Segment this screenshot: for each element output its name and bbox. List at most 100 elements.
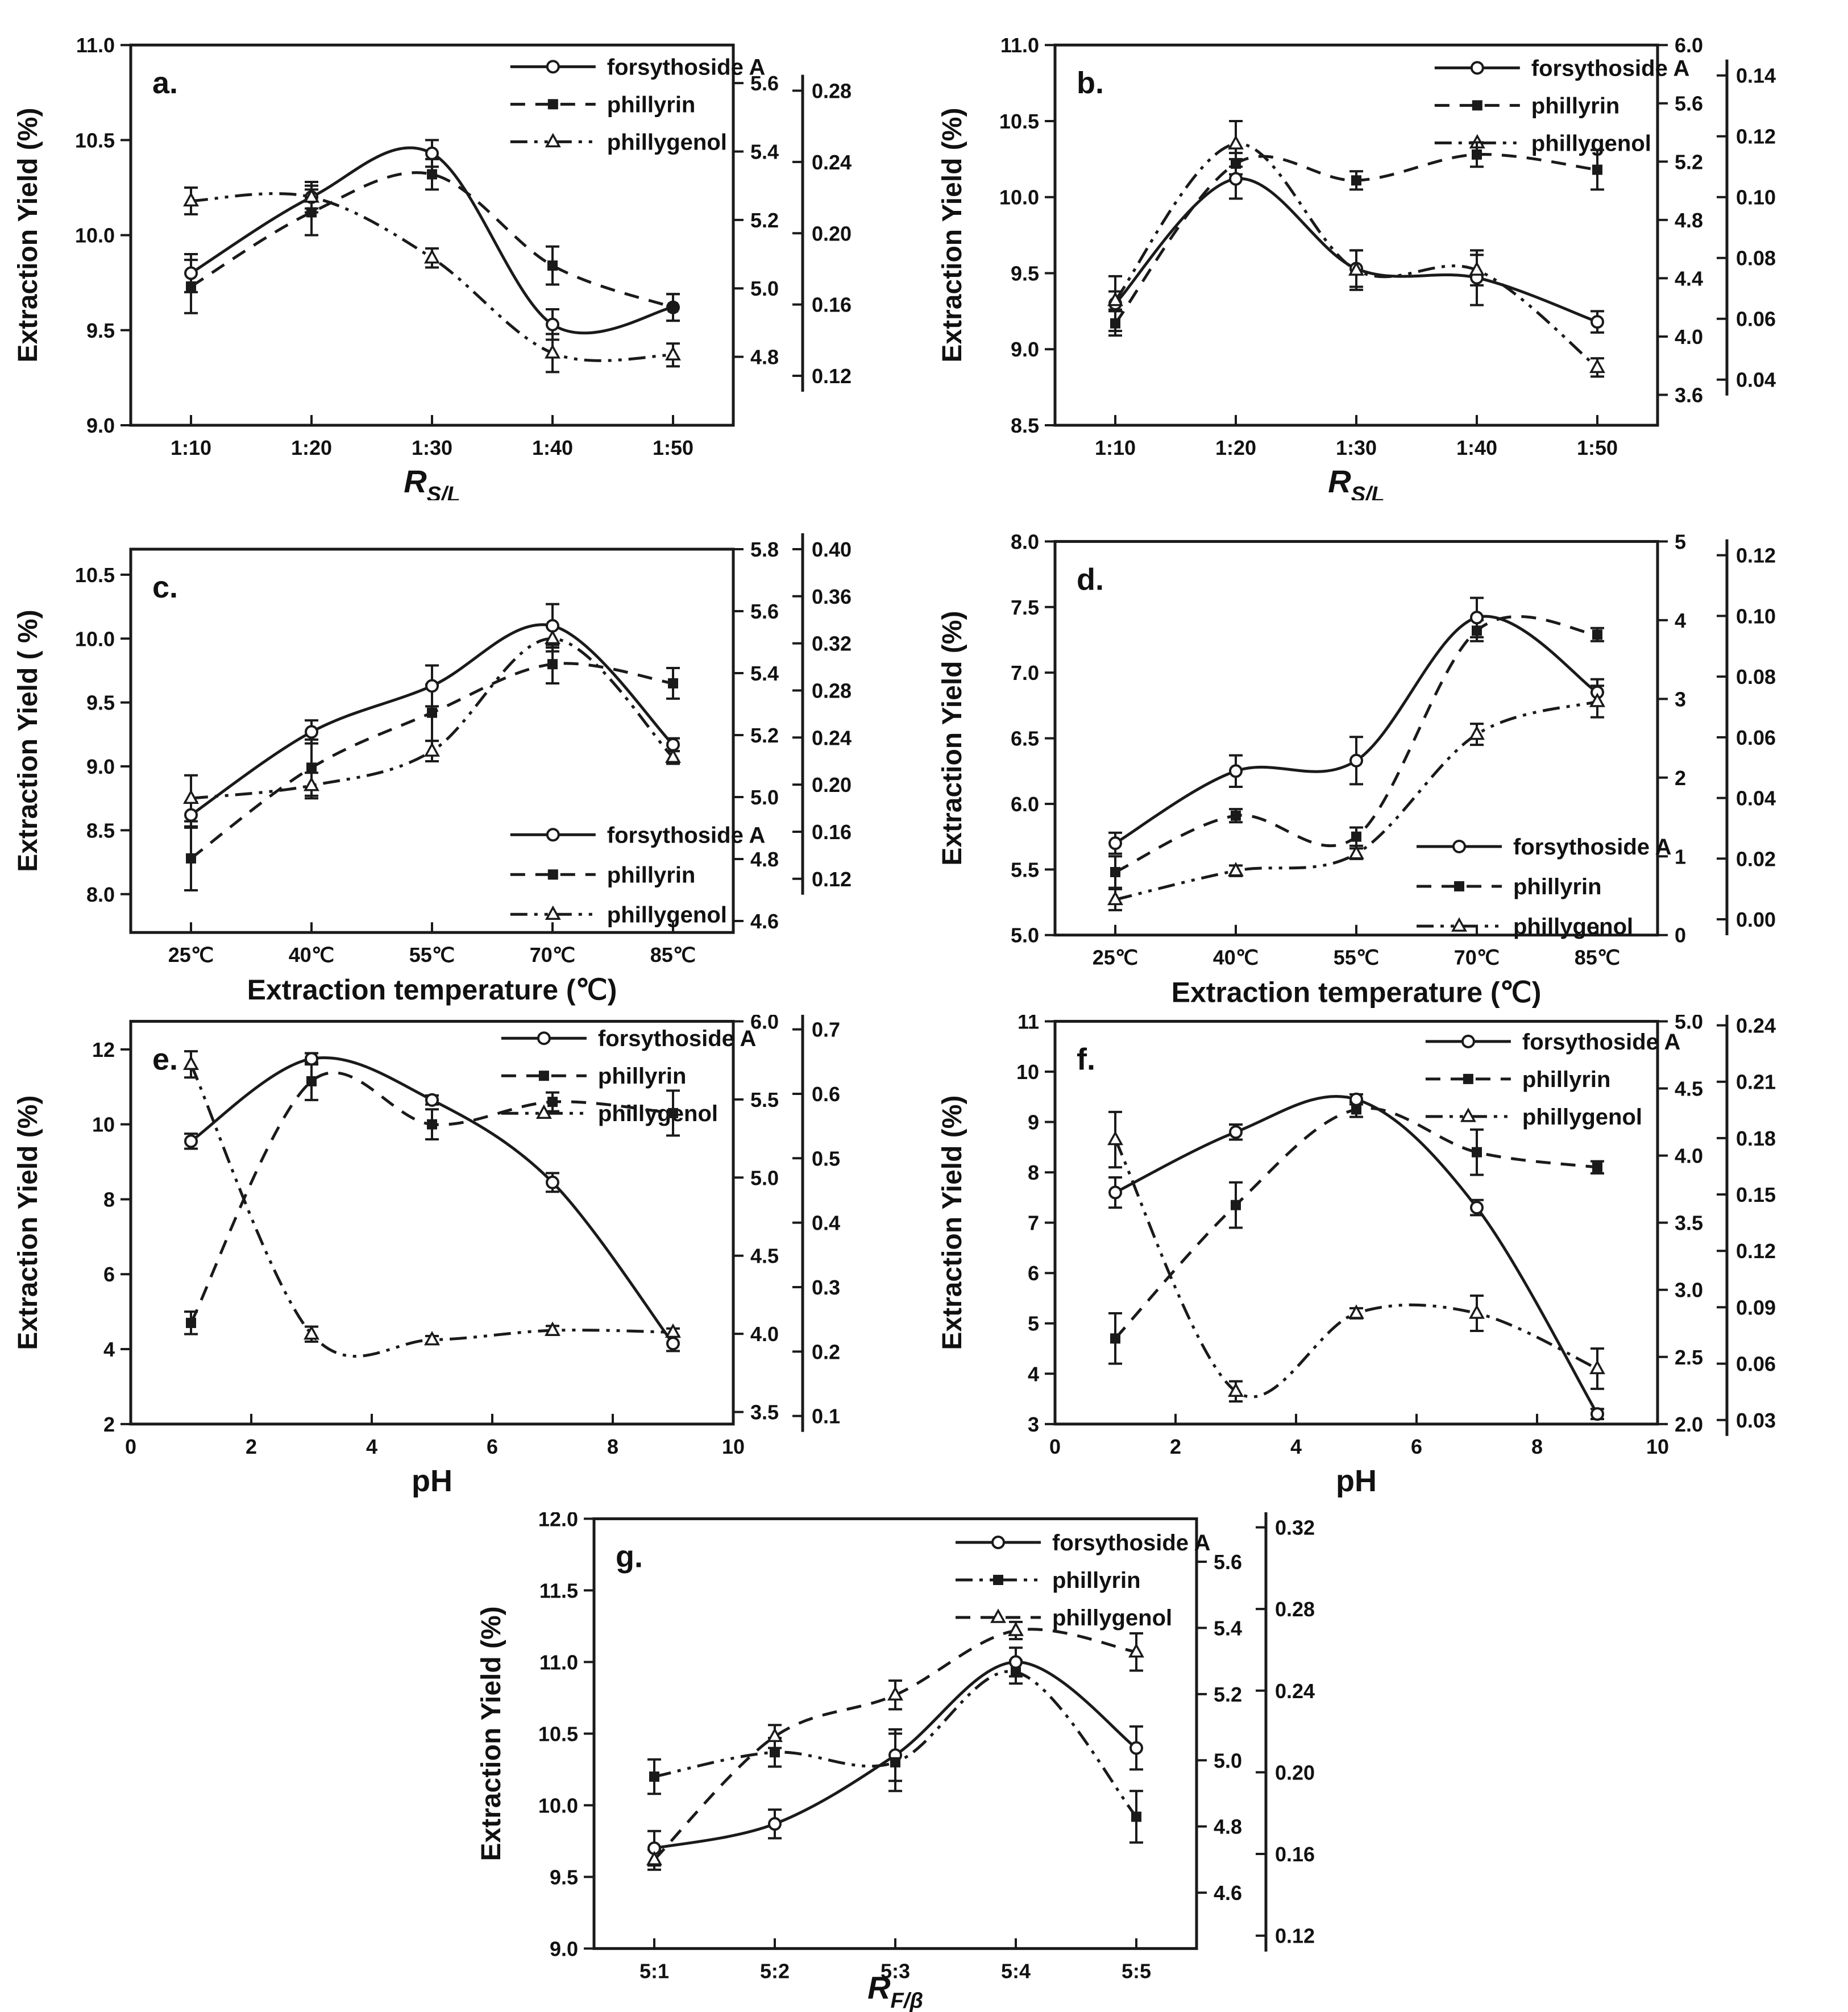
right-axis2-tick-label: 0.32	[812, 632, 852, 656]
y-tick-label: 9.5	[86, 691, 115, 715]
data-point-marker-square	[1351, 1104, 1361, 1115]
data-point-marker-triangle	[1348, 261, 1364, 276]
right-axis1-tick-label: 3.0	[1675, 1279, 1703, 1302]
x-tick-label: 25℃	[168, 943, 214, 966]
y-tick-label: 10.0	[538, 1794, 578, 1817]
right-axis1-tick-label: 4.5	[1675, 1077, 1703, 1101]
data-point-marker-triangle	[545, 905, 561, 920]
x-tick-label: 6	[487, 1435, 498, 1458]
y-axis-title: Extraction Yield (%)	[13, 1096, 43, 1350]
data-point-marker-circle	[991, 1536, 1005, 1550]
legend-item-label: phillyrin	[607, 862, 696, 887]
data-point-marker-square	[306, 762, 317, 773]
x-axis-title: pH	[1336, 1464, 1377, 1498]
data-point-marker-square	[668, 1107, 678, 1118]
y-tick-label: 9.5	[86, 319, 115, 342]
data-point-marker-triangle	[1589, 1359, 1605, 1375]
legend-item-phillygenol: phillygenol	[1425, 1105, 1642, 1130]
x-tick-label: 1:20	[291, 436, 332, 459]
right-axis2-tick-label: 0.2	[812, 1340, 840, 1363]
y-tick-label: 10	[92, 1113, 115, 1136]
x-tick-label: 5:4	[1001, 1959, 1031, 1982]
series-line-phillygenol	[1114, 142, 1598, 369]
right-axis2-tick-label: 0.3	[812, 1276, 840, 1299]
x-tick-label: 1:30	[1336, 436, 1377, 459]
data-point-marker-square	[770, 1747, 780, 1758]
right-axis1-tick-label: 5.8	[750, 538, 779, 561]
legend-item-phillyrin: phillyrin	[1425, 1067, 1610, 1092]
data-point-marker-square	[1592, 164, 1602, 175]
legend-item-label: phillygenol	[607, 902, 727, 927]
data-point-marker-square	[1463, 1073, 1473, 1084]
data-point-marker-square	[186, 281, 196, 292]
data-point-marker-triangle	[183, 1055, 199, 1070]
data-point-marker-square	[1351, 831, 1361, 842]
right-axis1-tick-label: 4	[1675, 609, 1686, 632]
data-point-marker-square	[427, 169, 437, 180]
right-axis1-tick-label: 5	[1675, 530, 1686, 553]
data-point-marker-circle	[425, 146, 439, 160]
series-line-phillyrin	[190, 171, 674, 309]
x-tick-label: 1:10	[1095, 436, 1136, 459]
x-tick-label: 0	[125, 1435, 136, 1458]
right-axis2-tick-label: 0.14	[1736, 64, 1776, 88]
legend-item-forsythoside-a: forsythoside A	[510, 55, 765, 80]
series-line-phillygenol	[1114, 1139, 1598, 1399]
y-tick-label: 5	[1028, 1312, 1039, 1335]
legend-item-forsythoside-a: forsythoside A	[510, 823, 765, 848]
data-point-marker-square	[186, 1317, 196, 1328]
right-axis2-tick-label: 0.24	[1736, 1015, 1776, 1038]
data-point-marker-circle	[1452, 839, 1466, 853]
data-point-marker-circle	[1590, 315, 1604, 329]
x-tick-label: 40℃	[1213, 946, 1259, 969]
data-point-marker-triangle	[1451, 917, 1467, 932]
data-point-marker-square	[1472, 1147, 1482, 1158]
legend-item-phillyrin: phillyrin	[510, 862, 696, 887]
x-tick-label: 10	[1646, 1435, 1669, 1458]
x-tick-label: 0	[1049, 1435, 1061, 1458]
data-point-marker-triangle	[665, 346, 681, 361]
legend-item-forsythoside-a: forsythoside A	[1417, 835, 1672, 860]
right-axis1-tick-label: 5.0	[750, 1166, 779, 1189]
data-point-marker-square	[538, 1071, 549, 1081]
y-tick-label: 10.5	[538, 1722, 578, 1745]
data-point-marker-circle	[1009, 1655, 1023, 1669]
right-axis1-tick-label: 6.0	[1675, 34, 1703, 57]
data-point-marker-circle	[1129, 1741, 1143, 1755]
legend-item-label: phillygenol	[1513, 914, 1633, 939]
y-tick-label: 8.0	[1011, 530, 1039, 553]
legend-item-forsythoside-a: forsythoside A	[1434, 56, 1689, 81]
right-axis2-tick-label: 0.12	[812, 868, 852, 891]
series-line-phillygenol	[190, 192, 674, 362]
right-axis1-tick-label: 5.0	[1214, 1749, 1242, 1772]
right-axis2-tick-label: 0.16	[812, 820, 852, 844]
data-point-marker-triangle	[1228, 862, 1244, 877]
y-tick-label: 10	[1016, 1060, 1039, 1084]
y-axis-title: Extraction Yield (%)	[937, 108, 967, 363]
y-tick-label: 11.0	[539, 1650, 578, 1674]
x-tick-label: 5:5	[1122, 1959, 1151, 1982]
right-axis1-tick-label: 5.2	[1214, 1683, 1242, 1706]
right-axis2-tick-label: 0.06	[1736, 726, 1776, 749]
y-tick-label: 9.5	[1011, 262, 1039, 285]
chart-panel-c: 8.0 8.5 9.0 9.5 10.0 10.5 Extraction Yield ( %…	[13, 533, 852, 1006]
data-point-marker-square	[547, 260, 558, 271]
x-tick-label: 6	[1411, 1435, 1422, 1458]
legend-item-forsythoside-a: forsythoside A	[501, 1026, 756, 1051]
right-axis1-tick-label: 5.0	[750, 786, 779, 809]
data-point-marker-circle	[546, 60, 560, 74]
data-point-marker-square	[1472, 149, 1482, 160]
right-axis2-tick-label: 0.1	[812, 1405, 840, 1428]
data-point-marker-square	[1131, 1811, 1141, 1822]
y-tick-label: 10.0	[999, 186, 1039, 209]
y-tick-label: 9.0	[1011, 338, 1039, 361]
series-line-phillygenol	[1115, 700, 1598, 901]
y-tick-label: 10.0	[75, 627, 115, 650]
data-point-marker-triangle	[665, 748, 681, 764]
right-axis1-tick-label: 5.4	[750, 662, 779, 685]
right-axis2-tick-label: 0.08	[1736, 665, 1776, 688]
subplot-letter: c.	[152, 570, 178, 604]
y-axis-title: Extraction Yield ( %)	[13, 609, 43, 872]
y-tick-label: 10.5	[75, 563, 115, 587]
data-point-marker-triangle	[545, 1321, 560, 1336]
